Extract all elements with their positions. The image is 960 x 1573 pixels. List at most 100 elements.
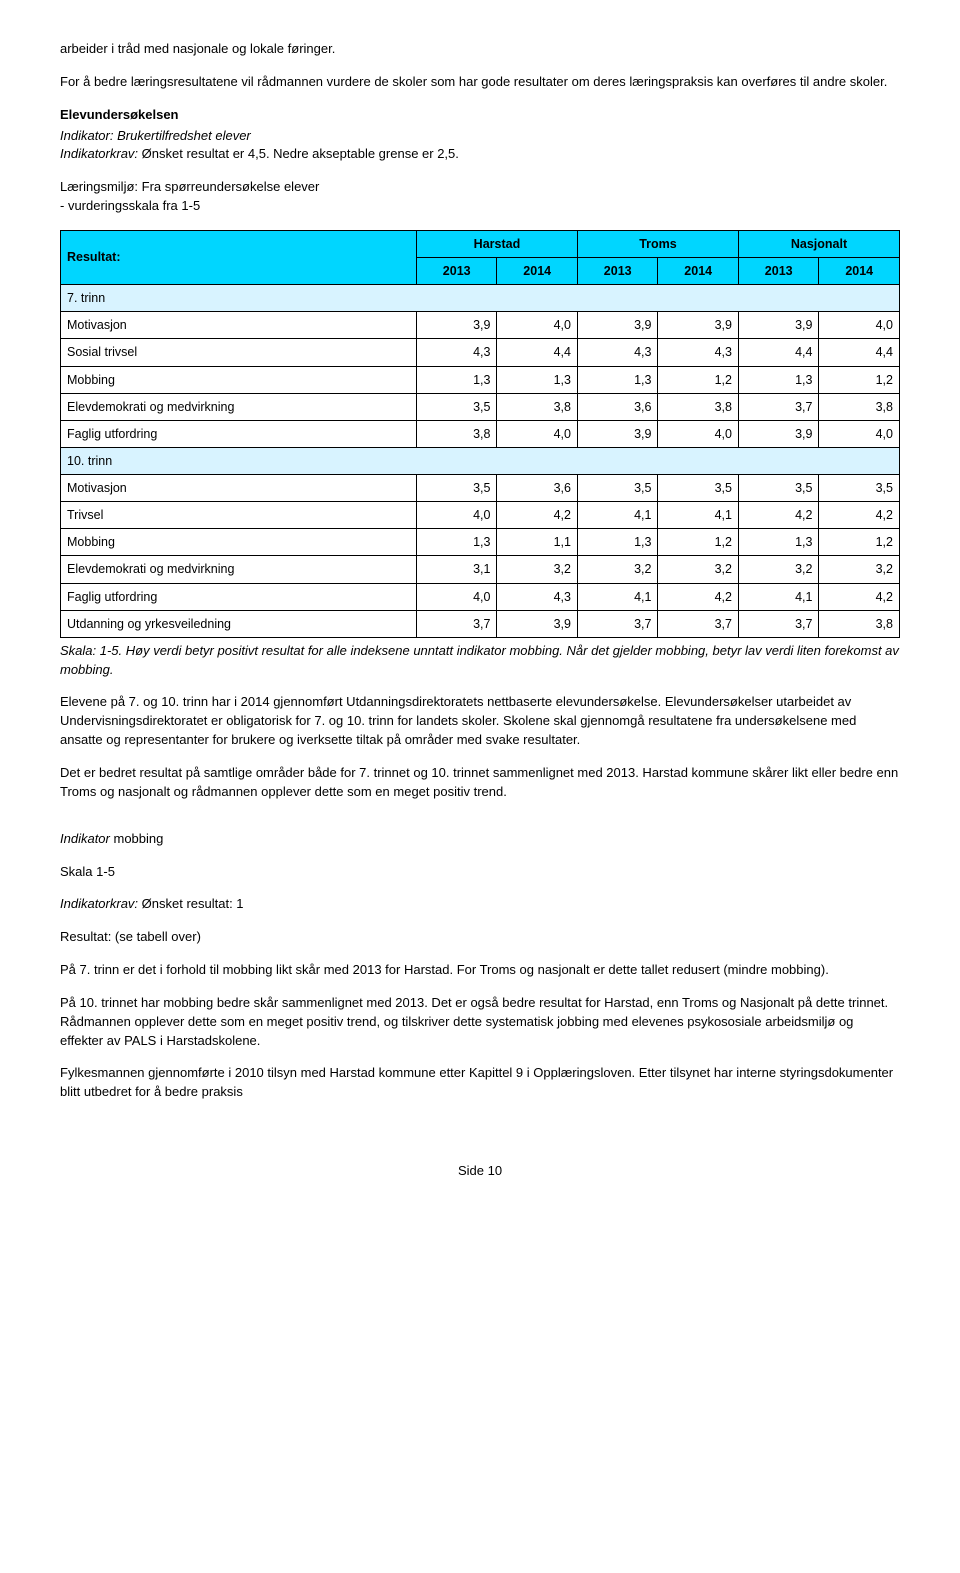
table-row: Motivasjon3,53,63,53,53,53,5 — [61, 475, 900, 502]
y3: 2013 — [577, 258, 658, 285]
row-label: Utdanning og yrkesveiledning — [61, 610, 417, 637]
cell-value: 3,5 — [738, 475, 819, 502]
row-label: Mobbing — [61, 529, 417, 556]
page-footer: Side 10 — [60, 1162, 900, 1181]
after-p1: Elevene på 7. og 10. trinn har i 2014 gj… — [60, 693, 900, 750]
col-harstad: Harstad — [416, 230, 577, 257]
cell-value: 1,3 — [577, 366, 658, 393]
cell-value: 1,1 — [497, 529, 578, 556]
cell-value: 3,2 — [819, 556, 900, 583]
mobbing-ik-label: Indikatorkrav: — [60, 896, 138, 911]
y6: 2014 — [819, 258, 900, 285]
cell-value: 3,8 — [819, 610, 900, 637]
mobbing-res: Resultat: (se tabell over) — [60, 928, 900, 947]
cell-value: 4,2 — [738, 502, 819, 529]
group-10trinn: 10. trinn — [61, 447, 900, 474]
cell-value: 3,5 — [658, 475, 739, 502]
cell-value: 4,1 — [738, 583, 819, 610]
row-label: Faglig utfordring — [61, 583, 417, 610]
cell-value: 1,3 — [416, 366, 497, 393]
intro-p1: arbeider i tråd med nasjonale og lokale … — [60, 40, 900, 59]
mobbing-ik: Indikatorkrav: Ønsket resultat: 1 — [60, 895, 900, 914]
cell-value: 4,1 — [577, 502, 658, 529]
elev-indikator: Indikator: Brukertilfredshet elever — [60, 127, 900, 146]
cell-value: 3,9 — [658, 312, 739, 339]
y5: 2013 — [738, 258, 819, 285]
row-label: Elevdemokrati og medvirkning — [61, 393, 417, 420]
cell-value: 4,0 — [658, 420, 739, 447]
mobbing-p3: Fylkesmannen gjennomførte i 2010 tilsyn … — [60, 1064, 900, 1102]
cell-value: 4,2 — [819, 583, 900, 610]
cell-value: 1,2 — [819, 366, 900, 393]
table-row: Faglig utfordring3,84,03,94,03,94,0 — [61, 420, 900, 447]
cell-value: 4,1 — [577, 583, 658, 610]
cell-value: 1,2 — [658, 529, 739, 556]
mobbing-ik-value: Ønsket resultat: 1 — [138, 896, 244, 911]
intro-p2: For å bedre læringsresultatene vil rådma… — [60, 73, 900, 92]
cell-value: 3,5 — [416, 475, 497, 502]
cell-value: 4,3 — [497, 583, 578, 610]
cell-value: 4,0 — [497, 312, 578, 339]
cell-value: 4,1 — [658, 502, 739, 529]
col-troms: Troms — [577, 230, 738, 257]
mobbing-hn: mobbing — [110, 831, 163, 846]
cell-value: 3,5 — [577, 475, 658, 502]
row-label: Motivasjon — [61, 475, 417, 502]
table-row: Elevdemokrati og medvirkning3,13,23,23,2… — [61, 556, 900, 583]
cell-value: 3,6 — [497, 475, 578, 502]
cell-value: 4,4 — [497, 339, 578, 366]
row-label: Mobbing — [61, 366, 417, 393]
cell-value: 3,5 — [819, 475, 900, 502]
cell-value: 3,5 — [416, 393, 497, 420]
row-label: Faglig utfordring — [61, 420, 417, 447]
table-row: Sosial trivsel4,34,44,34,34,44,4 — [61, 339, 900, 366]
table-caption: Skala: 1-5. Høy verdi betyr positivt res… — [60, 642, 900, 680]
col-nasjonalt: Nasjonalt — [738, 230, 899, 257]
cell-value: 3,2 — [497, 556, 578, 583]
cell-value: 3,7 — [416, 610, 497, 637]
table-row: Trivsel4,04,24,14,14,24,2 — [61, 502, 900, 529]
elev-ik-value: Ønsket resultat er 4,5. Nedre akseptable… — [138, 146, 459, 161]
cell-value: 3,8 — [416, 420, 497, 447]
cell-value: 3,2 — [738, 556, 819, 583]
cell-value: 3,9 — [738, 312, 819, 339]
cell-value: 4,2 — [819, 502, 900, 529]
cell-value: 1,3 — [416, 529, 497, 556]
row-label: Sosial trivsel — [61, 339, 417, 366]
cell-value: 4,2 — [658, 583, 739, 610]
cell-value: 3,9 — [577, 312, 658, 339]
y1: 2013 — [416, 258, 497, 285]
after-p2: Det er bedret resultat på samtlige områd… — [60, 764, 900, 802]
table-row: Elevdemokrati og medvirkning3,53,83,63,8… — [61, 393, 900, 420]
cell-value: 1,3 — [738, 529, 819, 556]
cell-value: 1,3 — [577, 529, 658, 556]
cell-value: 3,6 — [577, 393, 658, 420]
mobbing-skala: Skala 1-5 — [60, 863, 900, 882]
table-row: Mobbing1,31,31,31,21,31,2 — [61, 366, 900, 393]
mobbing-p2: På 10. trinnet har mobbing bedre skår sa… — [60, 994, 900, 1051]
cell-value: 4,2 — [497, 502, 578, 529]
cell-value: 4,0 — [497, 420, 578, 447]
mobbing-p1: På 7. trinn er det i forhold til mobbing… — [60, 961, 900, 980]
row-label: Elevdemokrati og medvirkning — [61, 556, 417, 583]
elev-indikatorkrav: Indikatorkrav: Ønsket resultat er 4,5. N… — [60, 145, 900, 164]
cell-value: 4,3 — [577, 339, 658, 366]
cell-value: 3,7 — [738, 610, 819, 637]
group-7trinn: 7. trinn — [61, 285, 900, 312]
table-row: Mobbing1,31,11,31,21,31,2 — [61, 529, 900, 556]
cell-value: 3,2 — [577, 556, 658, 583]
y2: 2014 — [497, 258, 578, 285]
section-elev: Elevundersøkelsen Indikator: Brukertilfr… — [60, 106, 900, 165]
table-row: Utdanning og yrkesveiledning3,73,93,73,7… — [61, 610, 900, 637]
elev-heading: Elevundersøkelsen — [60, 106, 900, 125]
cell-value: 3,9 — [738, 420, 819, 447]
cell-value: 3,8 — [658, 393, 739, 420]
cell-value: 3,9 — [416, 312, 497, 339]
table-row: Faglig utfordring4,04,34,14,24,14,2 — [61, 583, 900, 610]
cell-value: 1,3 — [497, 366, 578, 393]
mobbing-head: Indikator mobbing — [60, 830, 900, 849]
elev-miljo: Læringsmiljø: Fra spørreundersøkelse ele… — [60, 178, 900, 216]
cell-value: 3,8 — [819, 393, 900, 420]
y4: 2014 — [658, 258, 739, 285]
cell-value: 3,8 — [497, 393, 578, 420]
